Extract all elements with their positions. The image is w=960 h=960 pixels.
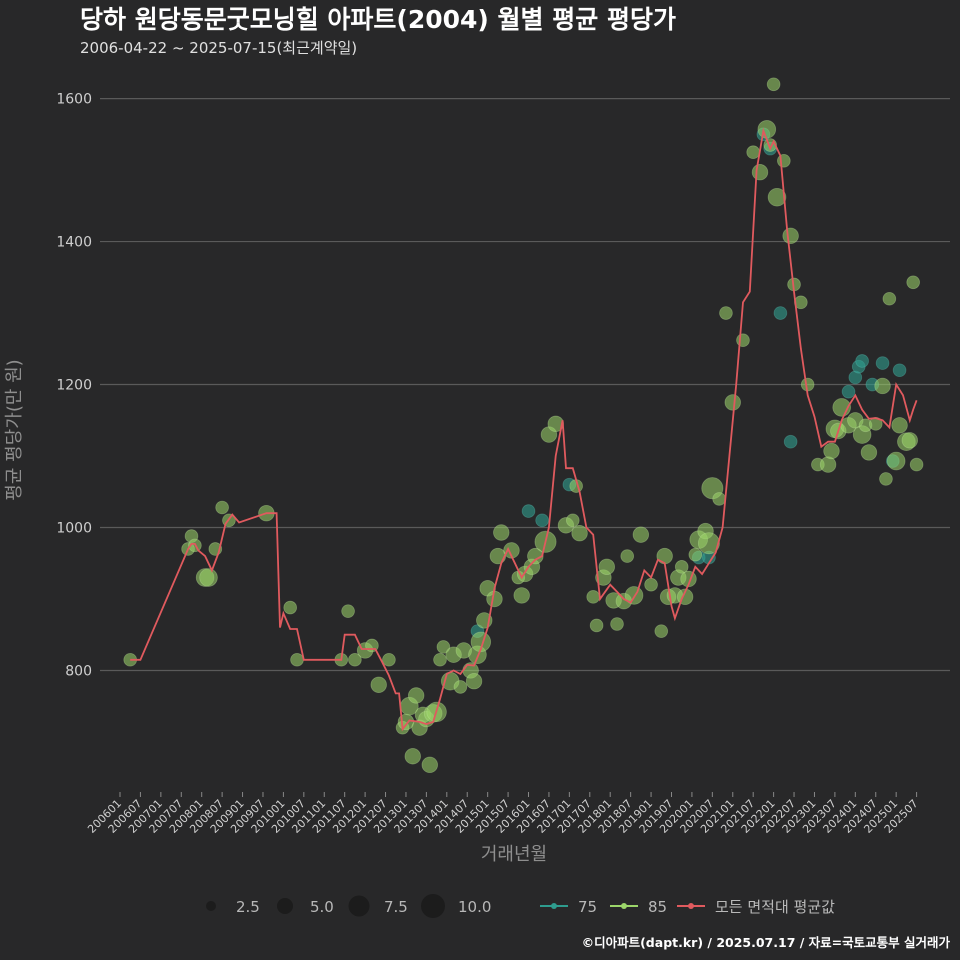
point-85 — [404, 748, 421, 765]
point-85 — [571, 525, 588, 542]
point-85 — [598, 558, 616, 576]
legend-size-label: 5.0 — [310, 898, 334, 916]
chart-caption: ©디아파트(dapt.kr) / 2025.07.17 / 자료=국토교통부 실… — [582, 935, 951, 950]
point-85 — [909, 457, 924, 472]
chart-title: 당하 원당동문굿모닝힐 아파트(2004) 월별 평균 평당가 — [80, 5, 676, 34]
point-85 — [348, 652, 362, 667]
legend-size-marker — [206, 901, 216, 911]
point-75 — [783, 434, 798, 449]
point-85 — [891, 417, 908, 434]
point-85 — [886, 451, 906, 471]
point-85 — [719, 306, 733, 320]
point-85 — [777, 153, 791, 168]
legend-size-marker — [421, 894, 445, 918]
point-85 — [874, 377, 891, 395]
point-85 — [766, 77, 781, 92]
point-85 — [589, 618, 604, 633]
point-85 — [421, 756, 438, 774]
y-tick-label: 1600 — [56, 92, 92, 108]
point-85 — [433, 652, 447, 667]
point-85 — [644, 577, 658, 592]
point-85 — [712, 492, 726, 506]
point-85 — [757, 120, 777, 139]
point-75 — [841, 384, 856, 399]
y-tick-label: 1000 — [56, 521, 92, 537]
point-75 — [521, 504, 536, 518]
point-85 — [407, 687, 425, 704]
point-85 — [470, 631, 492, 653]
point-85 — [436, 640, 451, 654]
y-tick-label: 1200 — [56, 378, 92, 394]
point-85 — [513, 587, 530, 604]
point-85 — [688, 547, 703, 562]
point-85 — [283, 600, 298, 615]
point-85 — [819, 456, 837, 473]
point-75 — [875, 356, 890, 370]
point-85 — [465, 672, 483, 690]
y-axis-ticks: 800 1000 1200 1400 1600 — [56, 92, 92, 680]
legend-point-swatch — [621, 903, 627, 909]
legend-point-swatch — [551, 903, 557, 909]
point-85 — [782, 227, 799, 245]
average-line-group — [130, 127, 918, 732]
point-85 — [656, 547, 673, 565]
point-85 — [882, 291, 897, 306]
legend-label: 모든 면적대 평균값 — [715, 898, 835, 916]
y-tick-label: 800 — [65, 663, 92, 679]
point-85 — [527, 547, 544, 565]
legend-point-swatch — [688, 903, 694, 909]
point-75 — [535, 513, 549, 528]
point-85 — [823, 442, 840, 460]
point-85 — [215, 500, 229, 515]
point-85 — [746, 145, 760, 160]
legend-size-label: 2.5 — [236, 898, 260, 916]
legend-size-label: 7.5 — [384, 898, 408, 916]
y-tick-label: 1400 — [56, 235, 92, 251]
point-85 — [610, 617, 624, 631]
legend: 2.5 5.0 7.5 10.0 75 85 모든 면적대 평균값 — [206, 894, 835, 918]
point-85 — [453, 680, 468, 694]
point-85 — [674, 560, 689, 574]
legend-label: 75 — [578, 898, 597, 916]
legend-size-label: 10.0 — [458, 898, 491, 916]
chart-subtitle: 2006-04-22 ~ 2025-07-15(최근계약일) — [80, 39, 357, 57]
legend-size-marker — [277, 898, 293, 914]
point-85 — [632, 526, 650, 543]
point-85 — [341, 604, 355, 618]
point-85 — [199, 568, 218, 587]
legend-size-marker — [348, 895, 370, 917]
x-axis-label: 거래년월 — [481, 844, 547, 865]
point-75 — [773, 306, 788, 320]
point-85 — [860, 444, 878, 461]
point-85 — [736, 333, 750, 348]
point-85 — [382, 652, 396, 667]
point-85 — [654, 624, 669, 638]
average-line — [130, 127, 918, 732]
legend-label: 85 — [648, 898, 667, 916]
point-85 — [565, 513, 580, 528]
point-85 — [724, 394, 741, 411]
point-85 — [493, 524, 510, 541]
point-85 — [586, 590, 600, 604]
point-85 — [906, 275, 920, 290]
point-85 — [503, 542, 520, 559]
point-85 — [620, 549, 635, 563]
y-axis-label: 평균 평당가(만 원) — [4, 359, 25, 500]
point-85 — [370, 676, 387, 693]
point-85 — [290, 652, 304, 667]
point-85 — [751, 164, 769, 181]
point-85 — [879, 472, 893, 486]
point-75 — [855, 354, 869, 368]
point-85 — [767, 187, 787, 207]
point-85 — [901, 432, 918, 449]
point-75 — [892, 363, 907, 378]
point-85 — [697, 532, 720, 555]
